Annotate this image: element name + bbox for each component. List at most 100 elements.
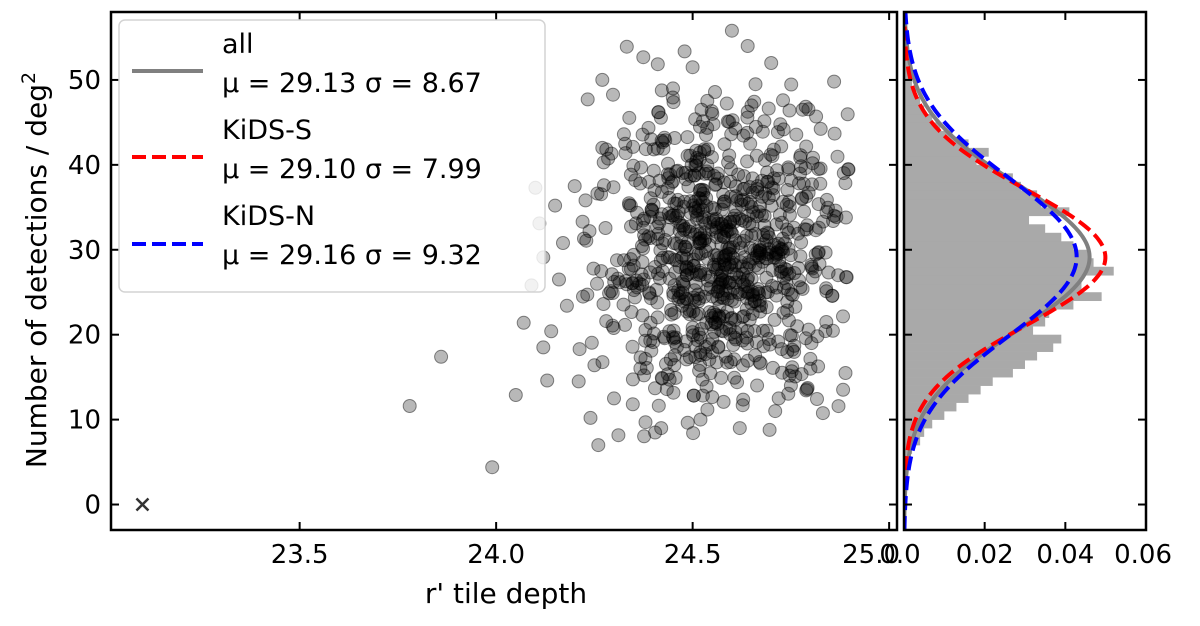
scatter-point — [722, 114, 737, 129]
scatter-point — [671, 292, 686, 306]
scatter-point — [680, 130, 695, 145]
scatter-point — [667, 236, 682, 251]
scatter-point — [742, 257, 757, 272]
scatter-point — [726, 281, 741, 296]
scatter-point — [727, 370, 742, 385]
scatter-point — [671, 283, 686, 298]
scatter-point — [636, 50, 651, 65]
scatter-point — [679, 334, 693, 349]
histogram-bar — [904, 79, 913, 89]
scatter-point — [683, 206, 698, 220]
scatter-point — [742, 216, 757, 231]
scatter-point — [648, 260, 663, 274]
scatter-point — [651, 398, 666, 413]
scatter-point — [434, 349, 449, 364]
scatter-point — [752, 245, 767, 260]
scatter-point — [716, 250, 731, 265]
scatter-point — [718, 283, 733, 298]
scatter-point — [750, 248, 765, 263]
scatter-point — [742, 312, 757, 327]
scatter-point — [705, 311, 720, 326]
scatter-point — [769, 217, 784, 232]
scatter-point — [757, 218, 772, 233]
scatter-point — [676, 222, 691, 237]
scatter-point — [698, 244, 713, 258]
scatter-point — [686, 252, 701, 267]
scatter-point — [626, 158, 641, 173]
scatter-point — [757, 237, 772, 252]
scatter-point — [801, 102, 816, 117]
scatter-point — [635, 255, 650, 269]
scatter-point — [732, 421, 747, 436]
scatter-point — [784, 287, 799, 301]
scatter-point — [785, 288, 800, 302]
scatter-points — [402, 23, 856, 475]
scatter-point — [719, 248, 733, 263]
scatter-point — [594, 187, 609, 202]
scatter-point — [813, 161, 828, 176]
scatter-point — [782, 266, 797, 281]
scatter-point — [818, 245, 833, 260]
scatter-point — [672, 215, 687, 230]
scatter-point — [723, 240, 737, 255]
scatter-point — [797, 204, 811, 219]
scatter-point — [623, 198, 638, 213]
scatter-point — [693, 231, 708, 245]
scatter-point — [700, 402, 715, 417]
scatter-point — [713, 276, 728, 291]
scatter-point — [694, 246, 709, 261]
scatter-point — [691, 191, 706, 205]
scatter-point — [720, 224, 735, 239]
histogram-bar — [904, 190, 1038, 200]
scatter-point — [678, 239, 693, 254]
scatter-point — [718, 349, 733, 364]
scatter-point — [719, 223, 734, 238]
scatter-point — [743, 241, 758, 256]
scatter-point — [693, 330, 708, 345]
scatter-point — [740, 154, 755, 169]
scatter-point — [769, 250, 783, 265]
histogram-bar — [904, 224, 1046, 234]
scatter-point — [745, 185, 760, 200]
scatter-point — [692, 152, 707, 167]
scatter-point — [580, 92, 595, 107]
scatter-point — [618, 317, 632, 332]
scatter-point — [825, 288, 840, 303]
scatter-point — [699, 128, 713, 142]
scatter-point — [709, 355, 724, 370]
scatter-point — [827, 208, 842, 223]
scatter-point — [758, 186, 773, 201]
scatter-point — [740, 110, 755, 125]
scatter-point — [682, 219, 697, 234]
scatter-point — [769, 280, 784, 295]
scatter-point — [710, 216, 725, 231]
scatter-point — [722, 257, 737, 272]
scatter-point — [745, 288, 760, 303]
scatter-point — [697, 210, 712, 225]
scatter-point — [721, 246, 736, 261]
scatter-point — [825, 323, 840, 338]
scatter-point — [689, 143, 704, 158]
scatter-point — [706, 214, 721, 228]
scatter-point — [702, 238, 717, 252]
scatter-point — [736, 128, 751, 143]
scatter-point — [644, 202, 659, 217]
scatter-point — [805, 261, 820, 276]
scatter-point — [655, 236, 670, 251]
scatter-point — [736, 192, 751, 207]
scatter-point — [707, 168, 721, 183]
scatter-point — [776, 93, 790, 108]
scatter-point — [737, 277, 751, 292]
scatter-point — [791, 261, 806, 275]
scatter-point — [556, 236, 570, 250]
scatter-point — [739, 261, 754, 276]
scatter-point — [636, 272, 651, 287]
scatter-point — [675, 166, 690, 181]
scatter-point — [552, 272, 566, 287]
scatter-point — [583, 410, 598, 425]
scatter-point — [711, 340, 726, 355]
scatter-point — [714, 217, 729, 232]
scatter-point — [693, 265, 708, 280]
histogram-bar — [904, 334, 1062, 344]
scatter-point — [711, 308, 726, 323]
